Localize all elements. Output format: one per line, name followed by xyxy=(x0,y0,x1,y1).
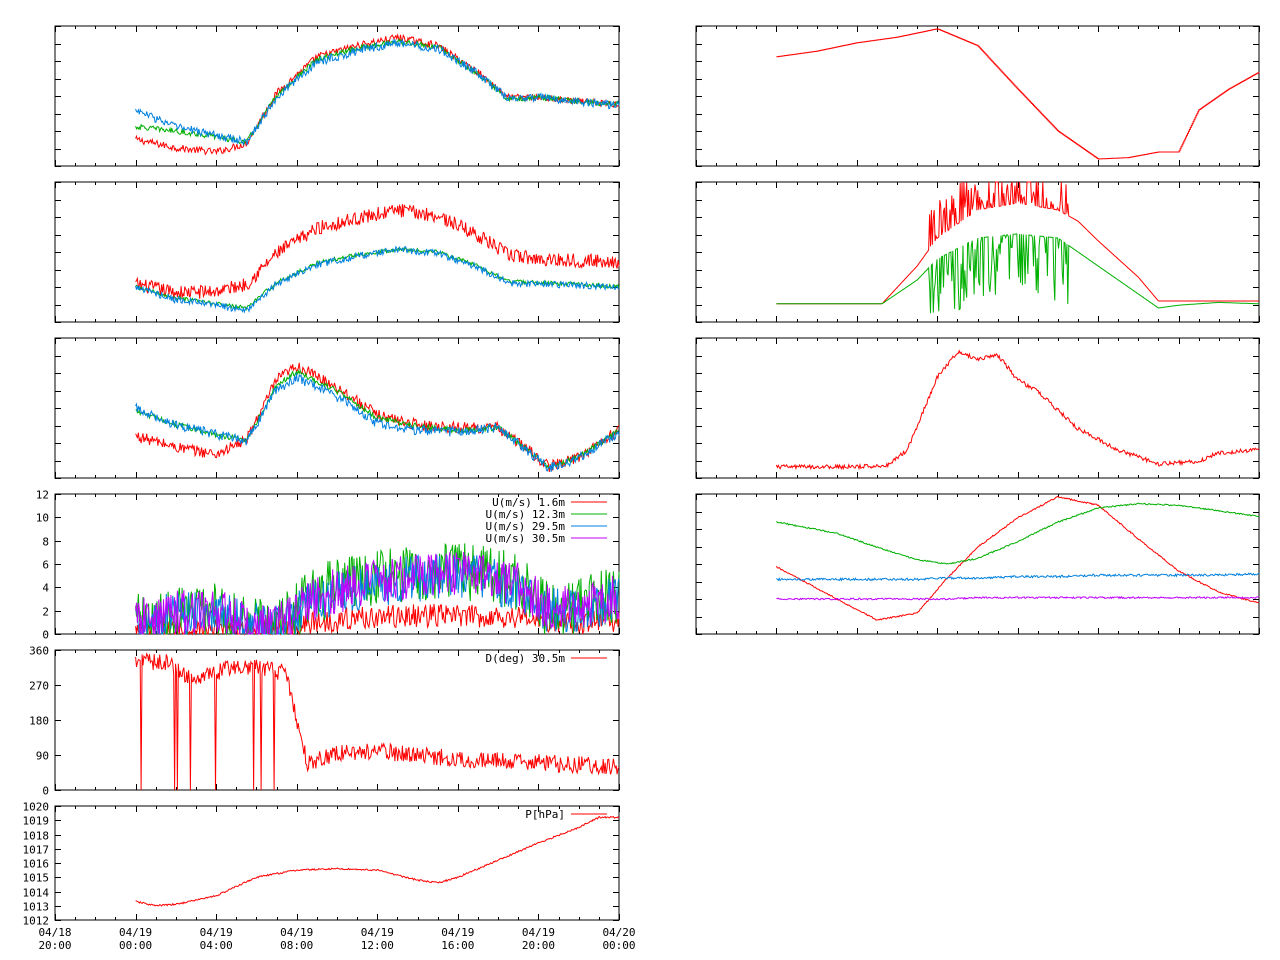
series-line-left-3-blue xyxy=(135,373,620,473)
y-tick-label: 2 xyxy=(42,606,49,619)
y-tick-label: 1013 xyxy=(23,901,50,914)
series-line-right-1-red xyxy=(776,28,1260,160)
x-tick-date: 04/19 xyxy=(280,926,313,939)
x-tick-time: 00:00 xyxy=(602,939,635,952)
series-line-right-2-green xyxy=(776,233,1259,314)
series-line-left-1-blue xyxy=(135,38,620,147)
series-line-pressure-red xyxy=(135,815,620,907)
legend-label: P[hPa] xyxy=(525,808,565,821)
plot-frame xyxy=(54,649,620,791)
plot-frame xyxy=(695,493,1260,635)
series-line-right-4-green xyxy=(776,502,1260,565)
y-tick-label: 1015 xyxy=(23,872,50,885)
y-tick-label: 90 xyxy=(36,750,49,763)
series-line-right-2-red xyxy=(776,181,1259,305)
series-line-left-3-red xyxy=(135,362,620,473)
x-tick-date: 04/19 xyxy=(200,926,233,939)
panel-plots xyxy=(135,28,1260,907)
series-line-left-1-green xyxy=(135,38,620,145)
legend-label: U(m/s) 29.5m xyxy=(486,520,566,533)
x-tick-date: 04/19 xyxy=(522,926,555,939)
series-line-left-2-blue xyxy=(135,245,620,314)
legend-label: D(deg) 30.5m xyxy=(486,652,566,665)
x-tick-time: 00:00 xyxy=(119,939,152,952)
y-tick-label: 0 xyxy=(42,785,49,798)
y-tick-label: 0 xyxy=(42,629,49,642)
x-tick-time: 16:00 xyxy=(441,939,474,952)
series-line-right-4-blue xyxy=(776,572,1260,582)
x-tick-time: 04:00 xyxy=(200,939,233,952)
series-line-right-4-magenta xyxy=(776,596,1259,601)
y-tick-label: 8 xyxy=(42,536,49,549)
series-line-wind-speed-magenta xyxy=(135,551,620,636)
plot-frame xyxy=(695,25,1260,167)
y-tick-label: 6 xyxy=(42,559,49,572)
y-tick-label: 12 xyxy=(36,489,49,502)
y-tick-label: 1020 xyxy=(23,801,50,814)
y-tick-label: 1014 xyxy=(23,887,50,900)
x-tick-time: 08:00 xyxy=(280,939,313,952)
legend-label: U(m/s) 12.3m xyxy=(486,508,566,521)
series-line-right-4-red xyxy=(775,495,1260,621)
series-line-right-3-red xyxy=(775,349,1260,471)
y-tick-label: 360 xyxy=(29,645,49,658)
y-tick-label: 1019 xyxy=(23,815,50,828)
panel-frames xyxy=(54,25,1260,921)
y-tick-label: 180 xyxy=(29,715,49,728)
x-tick-date: 04/19 xyxy=(361,926,394,939)
y-tick-label: 270 xyxy=(29,680,49,693)
legend-label: U(m/s) 1.6m xyxy=(492,496,565,509)
y-tick-label: 1018 xyxy=(23,830,50,843)
series-line-left-2-red xyxy=(135,203,620,300)
y-tick-label: 1017 xyxy=(23,844,50,857)
y-tick-label: 1016 xyxy=(23,858,50,871)
plot-frame xyxy=(54,181,620,323)
legend-label: U(m/s) 30.5m xyxy=(486,532,566,545)
series-line-left-2-green xyxy=(135,247,620,312)
y-tick-label: 4 xyxy=(42,582,49,595)
series-line-left-1-red xyxy=(135,33,619,156)
x-tick-time: 20:00 xyxy=(522,939,555,952)
x-tick-date: 04/18 xyxy=(38,926,71,939)
x-tick-date: 04/19 xyxy=(119,926,152,939)
x-tick-time: 20:00 xyxy=(38,939,71,952)
series-line-wind-direction-red xyxy=(135,652,620,791)
x-tick-date: 04/19 xyxy=(441,926,474,939)
x-tick-date: 04/20 xyxy=(602,926,635,939)
y-tick-label: 1012 xyxy=(23,915,50,928)
x-tick-time: 12:00 xyxy=(361,939,394,952)
y-tick-label: 10 xyxy=(36,512,49,525)
